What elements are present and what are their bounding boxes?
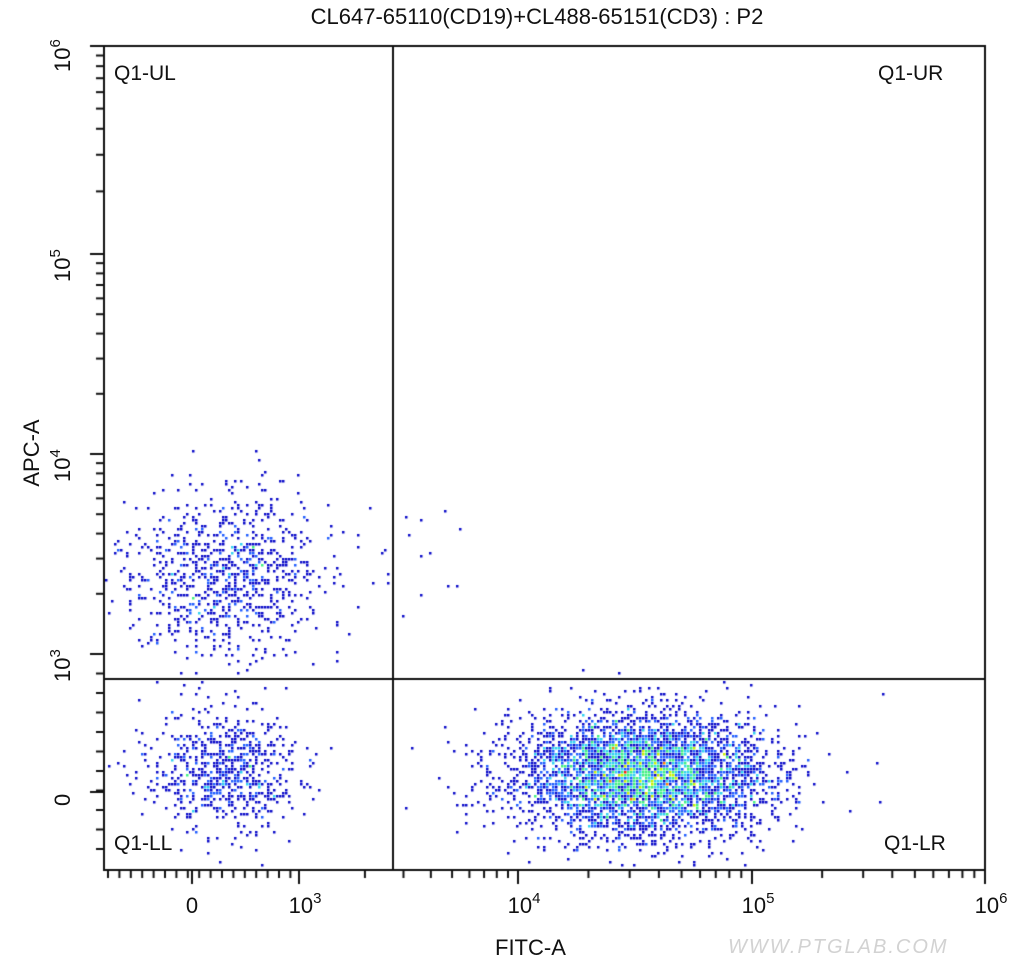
x-tick-1e6: 106 xyxy=(974,890,1008,918)
y-axis-label: APC-A xyxy=(19,419,44,487)
quadrant-label-ur: Q1-UR xyxy=(878,62,944,85)
y-tick-1e3: 103 xyxy=(47,649,75,682)
y-tick-1e4: 104 xyxy=(47,449,75,482)
x-tick-1e5: 105 xyxy=(741,890,775,918)
x-tick-1e3: 103 xyxy=(288,890,322,918)
quadrant-label-lr: Q1-LR xyxy=(884,832,946,855)
watermark: WWW.PTGLAB.COM xyxy=(728,936,949,958)
quadrant-label-ul: Q1-UL xyxy=(114,62,176,85)
x-tick-1e4: 104 xyxy=(507,890,541,918)
x-axis-label: FITC-A xyxy=(495,935,566,960)
y-tick-0: 0 xyxy=(50,793,75,806)
y-tick-1e6: 106 xyxy=(47,39,75,72)
y-tick-1e5: 105 xyxy=(47,249,75,282)
x-tick-0: 0 xyxy=(185,893,199,918)
quadrant-label-ll: Q1-LL xyxy=(114,832,173,855)
